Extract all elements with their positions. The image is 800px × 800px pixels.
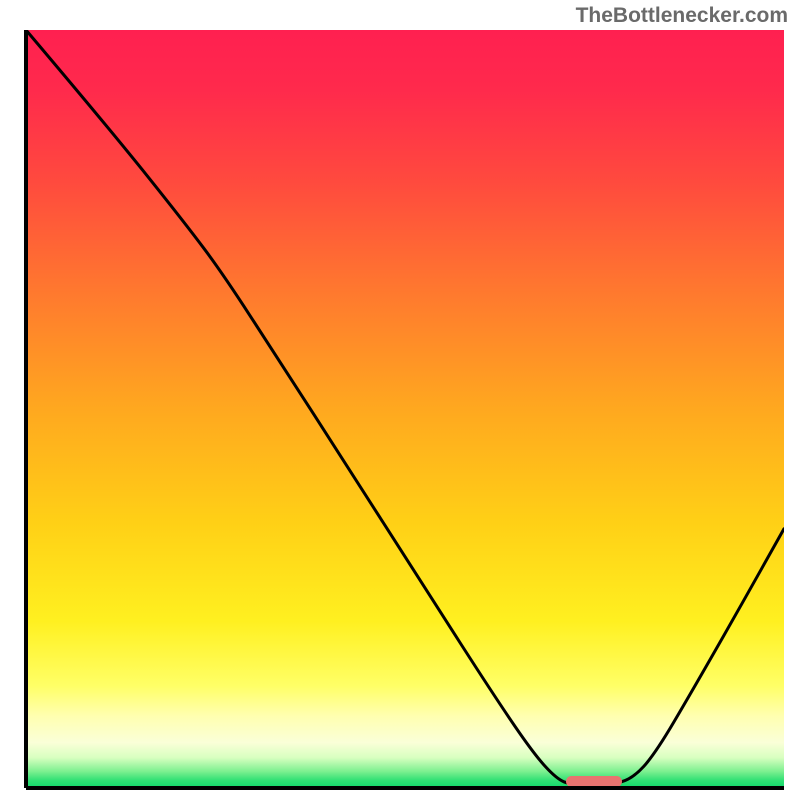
x-axis <box>26 786 784 790</box>
plot-area <box>26 30 784 788</box>
y-axis <box>24 30 28 788</box>
watermark-text: TheBottlenecker.com <box>576 4 788 28</box>
chart-container: TheBottlenecker.com <box>0 0 800 800</box>
curve-overlay <box>26 30 784 788</box>
bottleneck-curve <box>26 30 784 785</box>
